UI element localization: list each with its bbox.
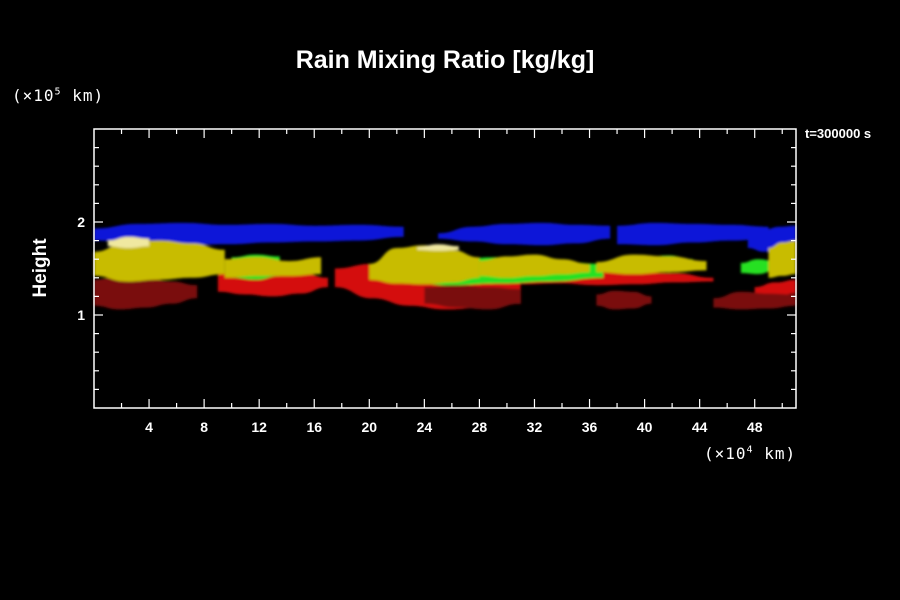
x-tick-label: 12 — [251, 419, 267, 435]
x-tick-label: 44 — [692, 419, 708, 435]
layer-0-region-0 — [94, 222, 404, 246]
x-tick-label: 24 — [417, 419, 433, 435]
x-axis-unit: (×104 km) — [704, 444, 797, 463]
y-axis-unit: (×105 km) — [12, 86, 105, 105]
layer-2-region-2 — [596, 290, 652, 310]
y-tick-label: 2 — [77, 214, 85, 230]
layer-4-region-0 — [94, 240, 225, 282]
x-tick-label: 4 — [145, 419, 153, 435]
layer-4-region-2 — [369, 245, 480, 285]
layer-4-region-3 — [479, 254, 590, 278]
y-tick-label: 1 — [77, 307, 85, 323]
plot-frame — [93, 128, 797, 409]
time-label: t=300000 s — [805, 126, 872, 141]
layer-0-region-1 — [438, 222, 611, 246]
x-tick-label: 48 — [747, 419, 763, 435]
layer-4-region-1 — [224, 257, 322, 278]
layer-2-region-3 — [713, 291, 796, 310]
x-tick-label: 36 — [582, 419, 598, 435]
layer-5-region-1 — [417, 244, 459, 251]
layer-4-region-4 — [596, 254, 707, 275]
x-tick-label: 28 — [472, 419, 488, 435]
data-layers — [94, 222, 796, 310]
chart-title: Rain Mixing Ratio [kg/kg] — [295, 46, 595, 74]
layer-2-region-1 — [424, 285, 521, 310]
x-tick-label: 20 — [362, 419, 378, 435]
x-tick-label: 8 — [200, 419, 208, 435]
x-tick-label: 16 — [306, 419, 322, 435]
layer-1-region-3 — [754, 279, 796, 297]
layer-4-region-5 — [768, 240, 796, 278]
layer-2-region-0 — [94, 275, 198, 310]
layer-5-region-0 — [107, 236, 150, 248]
layer-0-region-2 — [617, 222, 769, 246]
x-tick-label: 40 — [637, 419, 653, 435]
layer-3-region-3 — [740, 259, 776, 275]
x-tick-label: 32 — [527, 419, 543, 435]
